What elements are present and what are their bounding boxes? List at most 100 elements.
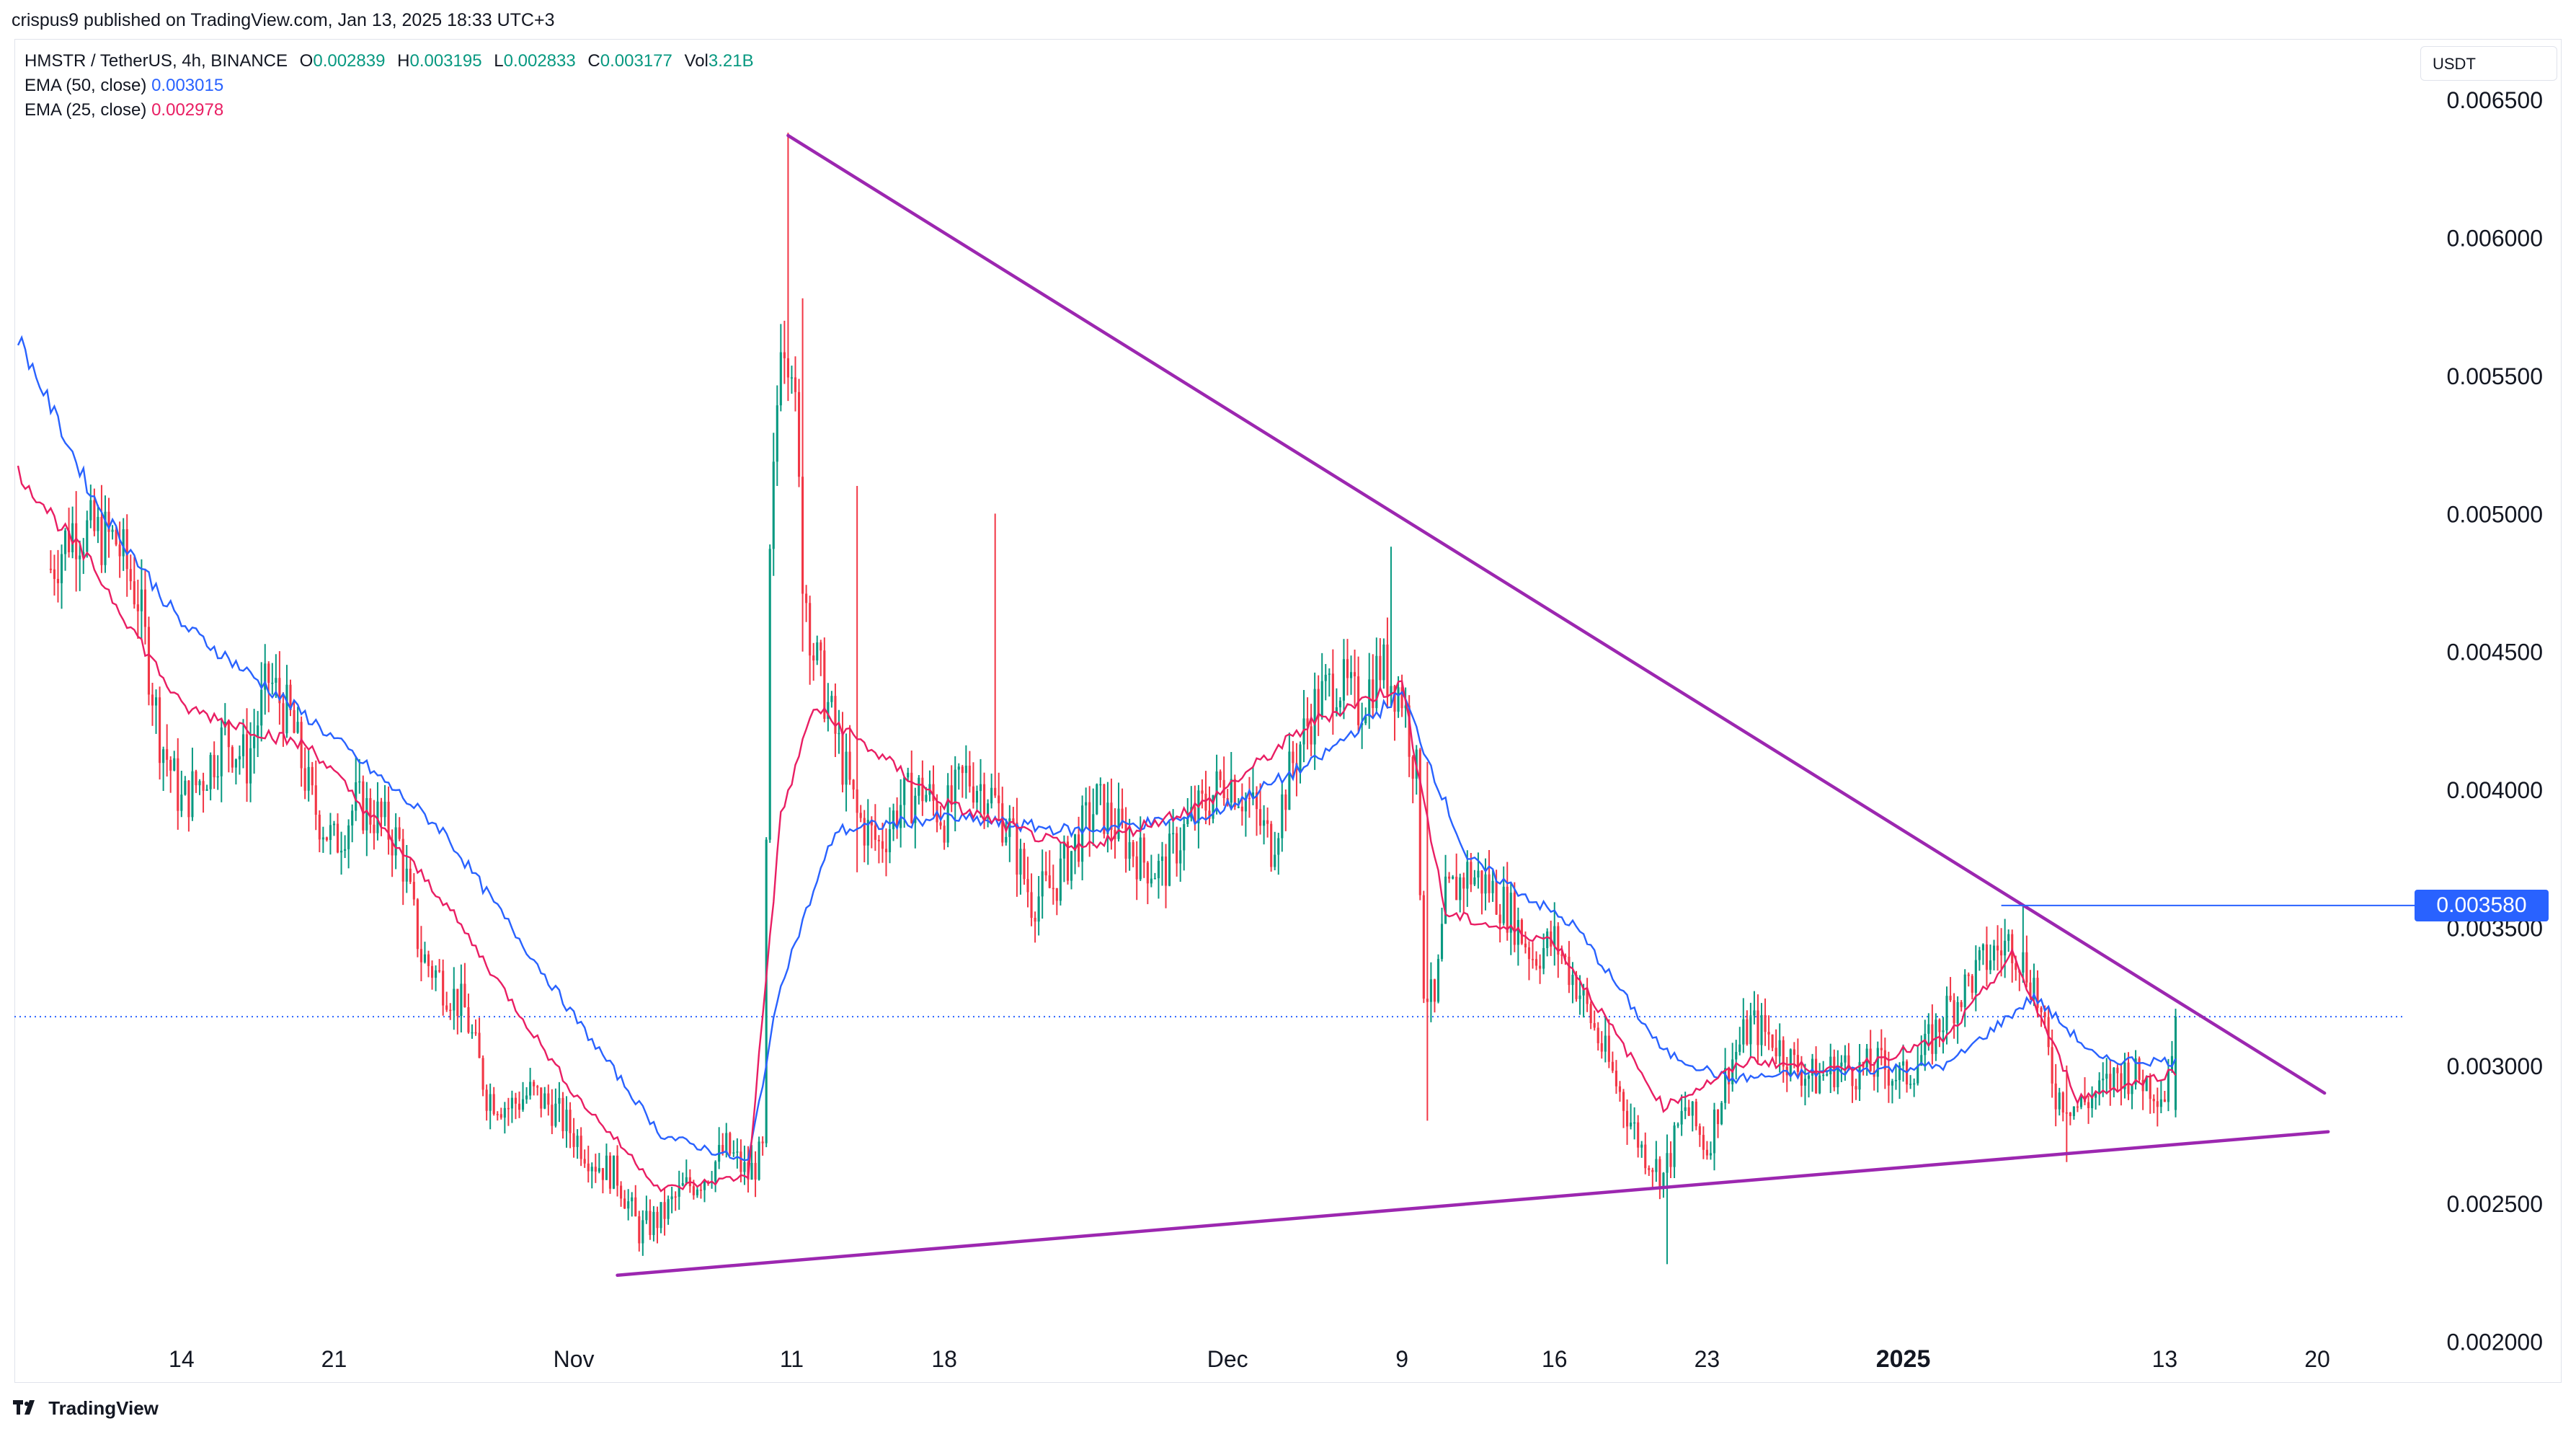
candle bbox=[830, 691, 833, 708]
candle-body bbox=[1160, 856, 1164, 862]
candle-body bbox=[205, 789, 208, 791]
legend-ohlc-row: HMSTR / TetherUS, 4h, BINANCE O0.002839 … bbox=[25, 49, 754, 74]
candle-body bbox=[1680, 1110, 1683, 1125]
candle bbox=[1891, 1079, 1893, 1104]
candle-body bbox=[554, 1103, 557, 1126]
x-tick-label: 13 bbox=[2152, 1346, 2178, 1372]
candle-body bbox=[405, 868, 408, 882]
candle bbox=[1589, 1001, 1592, 1030]
candle bbox=[507, 1097, 510, 1126]
legend-symbol[interactable]: HMSTR / TetherUS, 4h, BINANCE bbox=[25, 51, 288, 71]
candle bbox=[2170, 1040, 2174, 1073]
candle bbox=[1106, 782, 1109, 853]
candle-body bbox=[1455, 876, 1458, 901]
candle bbox=[1593, 1010, 1596, 1031]
candle bbox=[111, 525, 114, 540]
candle-body bbox=[1418, 749, 1421, 895]
candle-body bbox=[2131, 1084, 2133, 1094]
candle bbox=[1662, 1172, 1665, 1198]
candle bbox=[1157, 854, 1160, 899]
candle bbox=[627, 1189, 630, 1221]
footer-brand[interactable]: TradingView bbox=[13, 1396, 159, 1425]
candle-body bbox=[2145, 1076, 2148, 1092]
candle-body bbox=[1375, 655, 1378, 709]
candle-body bbox=[321, 837, 324, 840]
candle-body bbox=[2134, 1058, 2137, 1085]
candle bbox=[1687, 1100, 1690, 1116]
candle-body bbox=[275, 678, 277, 683]
candle bbox=[518, 1091, 521, 1118]
candle-body bbox=[1578, 995, 1581, 999]
candle bbox=[1491, 870, 1494, 902]
candle bbox=[1742, 998, 1745, 1053]
x-tick-label: 16 bbox=[1542, 1346, 1568, 1372]
candle-body bbox=[910, 772, 913, 823]
candle bbox=[2163, 1090, 2166, 1102]
candle-body bbox=[1062, 841, 1065, 859]
candle bbox=[1513, 882, 1516, 952]
candle-body bbox=[1433, 979, 1436, 1002]
y-tick-label: 0.006500 bbox=[2447, 87, 2543, 113]
chart-frame[interactable] bbox=[14, 39, 2562, 1383]
candle-body bbox=[1179, 850, 1182, 864]
x-tick-label: 21 bbox=[321, 1346, 347, 1372]
candle bbox=[1938, 1018, 1941, 1048]
candle bbox=[1644, 1132, 1647, 1174]
legend-ema25-row[interactable]: EMA (25, close) 0.002978 bbox=[25, 98, 754, 123]
legend-high-value: 0.003195 bbox=[409, 51, 482, 71]
candle bbox=[1913, 1078, 1916, 1097]
legend-ema50-row[interactable]: EMA (50, close) 0.003015 bbox=[25, 74, 754, 98]
candle-body bbox=[776, 405, 778, 462]
candle-body bbox=[241, 734, 245, 756]
candle bbox=[282, 692, 285, 747]
candle bbox=[398, 817, 401, 841]
candle-body bbox=[1477, 870, 1480, 878]
candle-body bbox=[311, 766, 314, 786]
candle-body bbox=[987, 803, 990, 815]
candle-body bbox=[1811, 1058, 1814, 1076]
candle-body bbox=[2163, 1099, 2166, 1102]
candle-body bbox=[740, 1151, 742, 1172]
candle-body bbox=[1495, 880, 1498, 915]
candle bbox=[896, 797, 899, 839]
candle-body bbox=[1008, 818, 1011, 837]
candle-body bbox=[1328, 673, 1331, 675]
candle bbox=[652, 1205, 655, 1242]
price-axis[interactable]: 0.0020000.0025000.0030000.0035000.004000… bbox=[2447, 87, 2543, 1355]
candle-body bbox=[1764, 1014, 1767, 1032]
currency-button[interactable]: USDT bbox=[2420, 46, 2557, 81]
ema50-line bbox=[17, 335, 2177, 1162]
time-axis[interactable]: 14 21 Nov 11 18 Dec 9 16 23 2025 13 20 bbox=[169, 1345, 2330, 1373]
candle bbox=[856, 486, 858, 872]
candle bbox=[681, 1172, 684, 1187]
candle-body bbox=[525, 1095, 528, 1100]
candle bbox=[2131, 1084, 2133, 1110]
candle-body bbox=[238, 756, 241, 760]
candle-body bbox=[1001, 803, 1004, 843]
candle-body bbox=[1103, 784, 1106, 834]
candle-body bbox=[1153, 878, 1156, 880]
legend-vol-label: Vol bbox=[684, 51, 709, 71]
candle-body bbox=[307, 766, 310, 791]
candle-body bbox=[427, 954, 430, 966]
ema-layer bbox=[17, 335, 2177, 1193]
candle bbox=[932, 765, 935, 816]
candle-body bbox=[1292, 751, 1294, 764]
candle bbox=[1299, 741, 1302, 784]
trendline-layer[interactable] bbox=[616, 133, 2330, 1277]
candle-body bbox=[866, 820, 869, 846]
candle-body bbox=[1150, 878, 1152, 884]
x-tick-label: 2025 bbox=[1876, 1345, 1931, 1373]
candle-body bbox=[456, 988, 459, 1017]
candle-body bbox=[86, 520, 89, 552]
candle-body bbox=[1073, 834, 1077, 851]
candle-body bbox=[841, 733, 844, 785]
candle bbox=[1313, 672, 1316, 770]
candle-body bbox=[1564, 955, 1567, 957]
legend-open-value: 0.002839 bbox=[313, 51, 386, 71]
candle-body bbox=[1767, 1032, 1770, 1035]
candle bbox=[758, 1136, 760, 1181]
candle-body bbox=[1288, 751, 1291, 810]
candle-body bbox=[1498, 914, 1501, 924]
